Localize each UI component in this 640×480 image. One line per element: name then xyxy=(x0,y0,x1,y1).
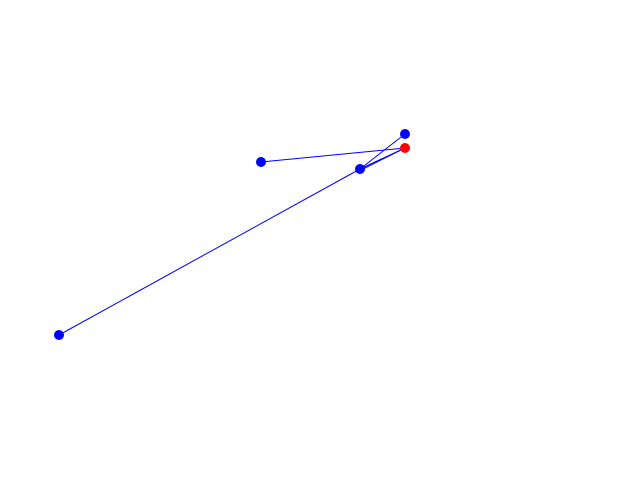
edge-n3-n5 xyxy=(359,147,406,171)
edge-n1-n3 xyxy=(58,168,361,336)
node-n1 xyxy=(54,330,64,340)
node-n2 xyxy=(256,157,266,167)
edge-n2-n5 xyxy=(260,147,406,163)
node-highlighted xyxy=(400,143,410,153)
node-n4 xyxy=(400,129,410,139)
node-n3 xyxy=(355,164,365,174)
edge-n3-n4 xyxy=(359,133,406,170)
